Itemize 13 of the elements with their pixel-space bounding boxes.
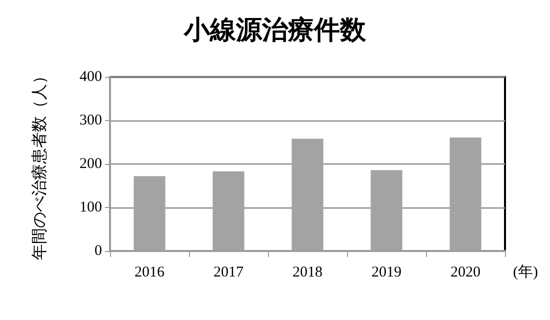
y-tick-label: 200 bbox=[80, 156, 102, 172]
x-tick-label: 2016 bbox=[134, 264, 165, 280]
x-tick-label: 2020 bbox=[450, 264, 480, 280]
x-axis-title: (年) bbox=[513, 264, 538, 280]
chart-title: 小線源治療件数 bbox=[183, 16, 367, 44]
y-tick-label: 300 bbox=[80, 112, 102, 128]
y-axis-title: 年間のべ治療患者数（人） bbox=[30, 68, 48, 260]
x-tick-label: 2018 bbox=[292, 264, 322, 280]
y-tick-label: 100 bbox=[80, 200, 102, 216]
y-tick-label: 400 bbox=[80, 69, 102, 85]
x-tick-label: 2017 bbox=[214, 264, 244, 280]
x-tick-label: 2019 bbox=[372, 264, 402, 280]
y-tick-label: 0 bbox=[94, 243, 102, 259]
